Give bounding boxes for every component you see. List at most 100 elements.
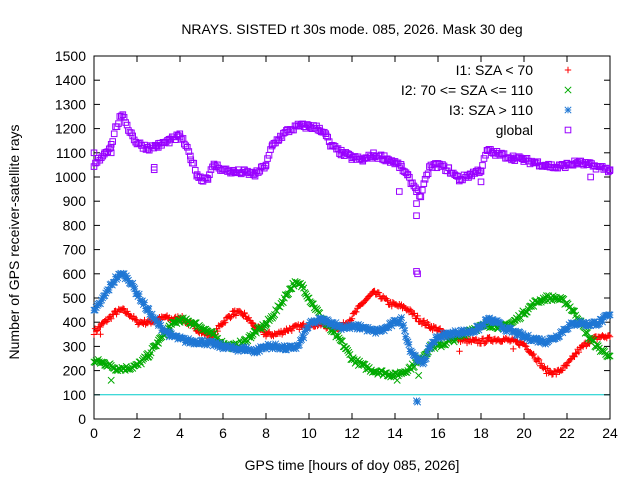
data-point [97, 296, 106, 304]
data-point [475, 169, 483, 177]
y-tick-label: 600 [63, 266, 87, 282]
data-point [501, 324, 509, 332]
data-point [262, 345, 270, 353]
y-tick-label: 0 [78, 411, 86, 427]
data-point [168, 318, 177, 326]
data-point [279, 298, 287, 307]
data-point [559, 366, 566, 374]
data-point [583, 329, 591, 337]
data-point [280, 341, 288, 350]
data-point [241, 309, 248, 317]
data-point [483, 317, 492, 325]
data-point [196, 339, 204, 347]
data-point [550, 293, 558, 301]
data-point [92, 327, 100, 335]
data-point [411, 310, 418, 317]
data-point [252, 345, 260, 353]
data-point [380, 327, 388, 335]
data-point [334, 332, 342, 340]
data-point [123, 274, 131, 282]
data-point [338, 337, 346, 345]
data-point [139, 355, 148, 363]
data-point [349, 323, 357, 331]
data-point [498, 323, 507, 332]
data-point-outlier [413, 212, 420, 220]
data-point [182, 142, 190, 150]
data-point [564, 324, 572, 332]
data-point [298, 331, 307, 339]
data-point [537, 338, 545, 346]
data-point [357, 321, 365, 330]
data-point [321, 319, 329, 327]
data-point [460, 326, 468, 334]
data-point [90, 331, 98, 338]
data-point [450, 338, 458, 346]
data-point [124, 276, 132, 284]
data-point [594, 342, 602, 350]
data-point [450, 329, 458, 337]
data-point [296, 326, 303, 333]
data-point [513, 332, 522, 340]
data-point [551, 335, 559, 343]
data-point [331, 322, 339, 330]
data-point [395, 317, 403, 325]
x-tick-label: 2 [133, 425, 141, 441]
data-point [401, 327, 409, 335]
data-point [187, 152, 194, 160]
data-point [253, 348, 261, 356]
y-tick-label: 1400 [55, 72, 86, 88]
data-point [426, 344, 435, 352]
x-tick-label: 0 [90, 425, 98, 441]
data-point-outlier [107, 376, 115, 384]
data-point [133, 316, 141, 324]
data-point [108, 315, 115, 322]
data-point [121, 275, 129, 283]
y-tick-label: 700 [63, 242, 87, 258]
data-point-outlier [414, 398, 422, 406]
data-point [140, 299, 149, 307]
data-point [320, 128, 328, 136]
y-tick-label: 1300 [55, 96, 86, 112]
data-point [372, 329, 380, 337]
data-point [304, 324, 312, 332]
data-point [110, 130, 118, 138]
data-point [134, 292, 142, 300]
data-point [184, 143, 191, 151]
data-point-outlier [587, 173, 594, 181]
data-point [572, 349, 579, 357]
data-point [406, 306, 414, 313]
data-point [101, 291, 109, 300]
data-point [206, 171, 213, 178]
data-point [414, 186, 422, 193]
data-point [104, 316, 112, 324]
data-point [496, 319, 504, 327]
data-point [345, 321, 353, 329]
data-point [590, 336, 598, 344]
data-point [171, 318, 179, 327]
y-tick-label: 1500 [55, 48, 86, 64]
data-point [272, 340, 280, 348]
data-point [353, 308, 360, 316]
data-point [257, 343, 265, 351]
data-point [324, 133, 332, 141]
data-point [217, 339, 225, 347]
data-point-outlier [413, 200, 420, 207]
data-point [97, 323, 104, 331]
data-point [581, 322, 589, 330]
data-point [605, 352, 613, 360]
data-point [254, 344, 263, 352]
data-point [384, 324, 393, 332]
data-point [387, 319, 395, 327]
data-point [110, 311, 117, 318]
data-point [408, 348, 416, 356]
data-point [420, 358, 428, 367]
data-point [305, 321, 313, 329]
data-point [522, 308, 530, 316]
data-point [232, 312, 240, 319]
data-point [363, 327, 371, 335]
data-point [163, 327, 171, 335]
data-point [278, 342, 286, 350]
data-point [279, 345, 287, 353]
data-point [105, 145, 113, 153]
data-point [474, 322, 482, 330]
